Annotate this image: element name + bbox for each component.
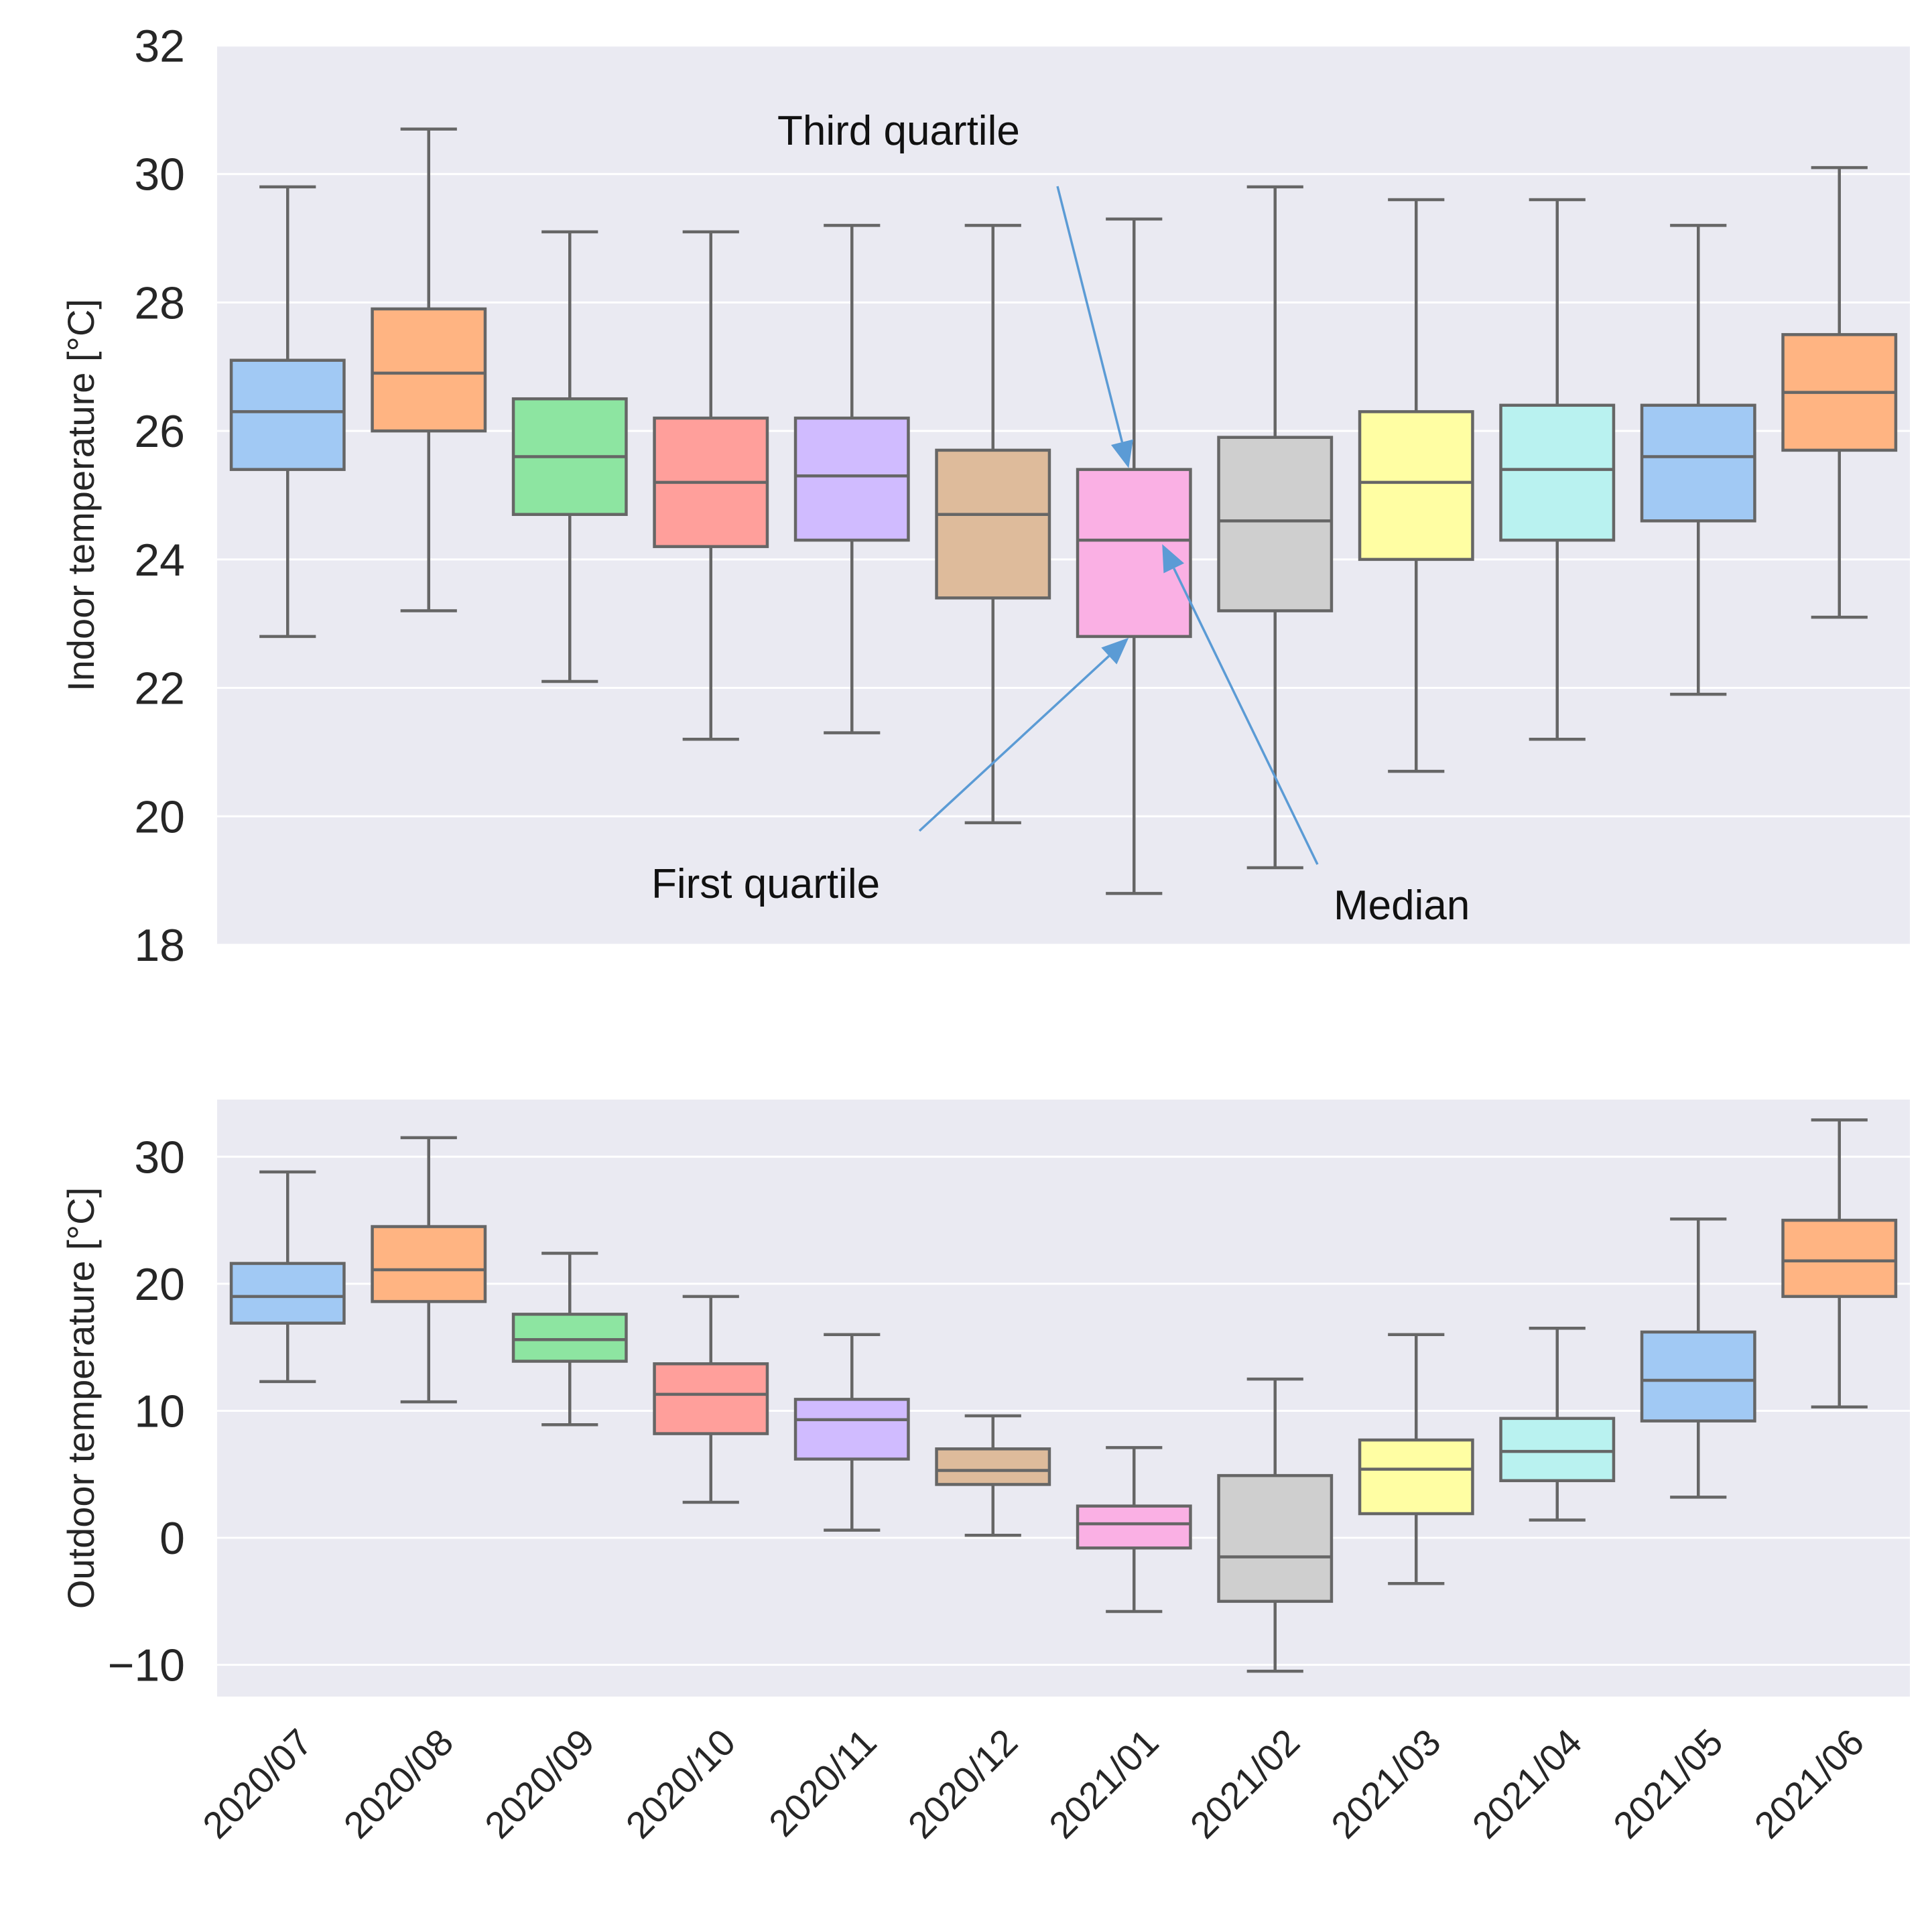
- box-2021-02: [1217, 185, 1334, 870]
- iqr-box: [1499, 1417, 1616, 1482]
- outdoor-y-tick-labels: −10 0 10 20 30: [108, 1132, 185, 1691]
- box-2020-09: [511, 1252, 628, 1427]
- y-tick-label: 26: [134, 406, 185, 457]
- indoor-plot-area: [217, 46, 1910, 945]
- x-category-label: 2020/12: [900, 1721, 1026, 1847]
- box-2021-01: [1076, 217, 1192, 895]
- x-category-label: 2020/08: [336, 1721, 462, 1847]
- indoor-y-tick-labels: 18 20 22 24 26 28 30 32: [134, 21, 185, 971]
- box-2021-03: [1358, 198, 1474, 773]
- y-tick-label: 28: [134, 277, 185, 328]
- y-tick-label: 10: [134, 1386, 185, 1437]
- iqr-box: [935, 448, 1051, 600]
- x-category-label: 2021/04: [1464, 1721, 1590, 1847]
- box-2021-05: [1640, 1217, 1756, 1499]
- indoor-gridlines: [217, 44, 1910, 946]
- iqr-box: [793, 1398, 910, 1461]
- y-tick-label: 18: [134, 920, 185, 971]
- box-2020-09: [511, 230, 628, 683]
- x-category-label: 2021/02: [1182, 1721, 1308, 1847]
- x-category-label: 2021/05: [1605, 1721, 1731, 1847]
- iqr-box: [229, 1262, 346, 1325]
- x-category-labels: 2020/07 2020/08 2020/09 2020/10 2020/11 2020/…: [194, 1721, 1872, 1847]
- box-2021-04: [1499, 198, 1616, 741]
- box-2021-06: [1781, 166, 1898, 619]
- outdoor-temperature-panel: −10 0 10 20 30 Outdoor temperature [°C]: [60, 1100, 1910, 1697]
- iqr-box: [1781, 1218, 1898, 1299]
- y-tick-label: −10: [108, 1640, 185, 1691]
- iqr-box: [1640, 1330, 1756, 1423]
- box-2020-12: [935, 1414, 1051, 1537]
- annotation-median: Median: [1334, 882, 1470, 929]
- first-quartile-arrow: [918, 637, 1129, 832]
- box-2021-03: [1358, 1333, 1474, 1585]
- iqr-box: [229, 358, 346, 471]
- y-tick-label: 20: [134, 1259, 185, 1310]
- x-category-label: 2021/06: [1746, 1721, 1872, 1847]
- y-tick-label: 22: [134, 663, 185, 714]
- box-2020-07: [229, 185, 346, 639]
- x-category-label: 2021/01: [1041, 1721, 1167, 1847]
- iqr-box: [653, 1362, 769, 1435]
- iqr-box: [1499, 403, 1616, 542]
- annotation-third-quartile: Third quartile: [777, 108, 1020, 154]
- indoor-temperature-panel: 18 20 22 24 26 28 30 32 Indoor temperature [°C]…: [60, 21, 1910, 971]
- third-quartile-arrow: [1056, 186, 1133, 468]
- annotation-first-quartile: First quartile: [651, 861, 880, 907]
- iqr-box: [1358, 410, 1474, 562]
- x-category-label: 2020/09: [476, 1721, 602, 1847]
- median-arrow: [1162, 544, 1319, 865]
- indoor-y-axis-label: Indoor temperature [°C]: [60, 299, 102, 692]
- box-2021-01: [1076, 1446, 1192, 1614]
- iqr-box: [1076, 468, 1192, 639]
- indoor-boxplots: [229, 127, 1898, 895]
- outdoor-plot-area: [217, 1100, 1910, 1697]
- box-2021-06: [1781, 1118, 1898, 1409]
- iqr-box: [1217, 436, 1334, 612]
- indoor-annotations: Third quartile First quartile Median: [651, 108, 1470, 929]
- box-2020-10: [653, 1295, 769, 1504]
- x-category-label: 2020/10: [618, 1721, 744, 1847]
- iqr-box: [371, 307, 487, 433]
- box-2020-11: [793, 1333, 910, 1532]
- iqr-box: [1076, 1504, 1192, 1550]
- y-tick-label: 24: [134, 535, 185, 586]
- x-category-label: 2021/03: [1323, 1721, 1449, 1847]
- iqr-box: [935, 1447, 1051, 1486]
- iqr-box: [371, 1225, 487, 1303]
- x-category-label: 2020/11: [761, 1721, 885, 1845]
- iqr-box: [511, 1313, 628, 1363]
- box-2021-04: [1499, 1326, 1616, 1522]
- iqr-box: [1358, 1438, 1474, 1516]
- box-2020-08: [371, 1136, 487, 1404]
- box-2021-05: [1640, 224, 1756, 696]
- iqr-box: [793, 416, 910, 542]
- outdoor-y-axis-label: Outdoor temperature [°C]: [60, 1187, 102, 1609]
- box-2020-07: [229, 1170, 346, 1384]
- box-2021-02: [1217, 1377, 1334, 1673]
- outdoor-boxplots: [229, 1118, 1898, 1673]
- box-2020-11: [793, 224, 910, 734]
- outdoor-gridlines: [217, 1155, 1910, 1666]
- box-2020-12: [935, 224, 1051, 825]
- y-tick-label: 32: [134, 21, 185, 72]
- x-category-label: 2020/07: [194, 1721, 320, 1847]
- box-2020-10: [653, 230, 769, 741]
- y-tick-label: 30: [134, 1132, 185, 1183]
- y-tick-label: 0: [159, 1513, 185, 1564]
- y-tick-label: 30: [134, 149, 185, 200]
- iqr-box: [1640, 403, 1756, 523]
- iqr-box: [1217, 1473, 1334, 1603]
- y-tick-label: 20: [134, 791, 185, 842]
- box-2020-08: [371, 127, 487, 612]
